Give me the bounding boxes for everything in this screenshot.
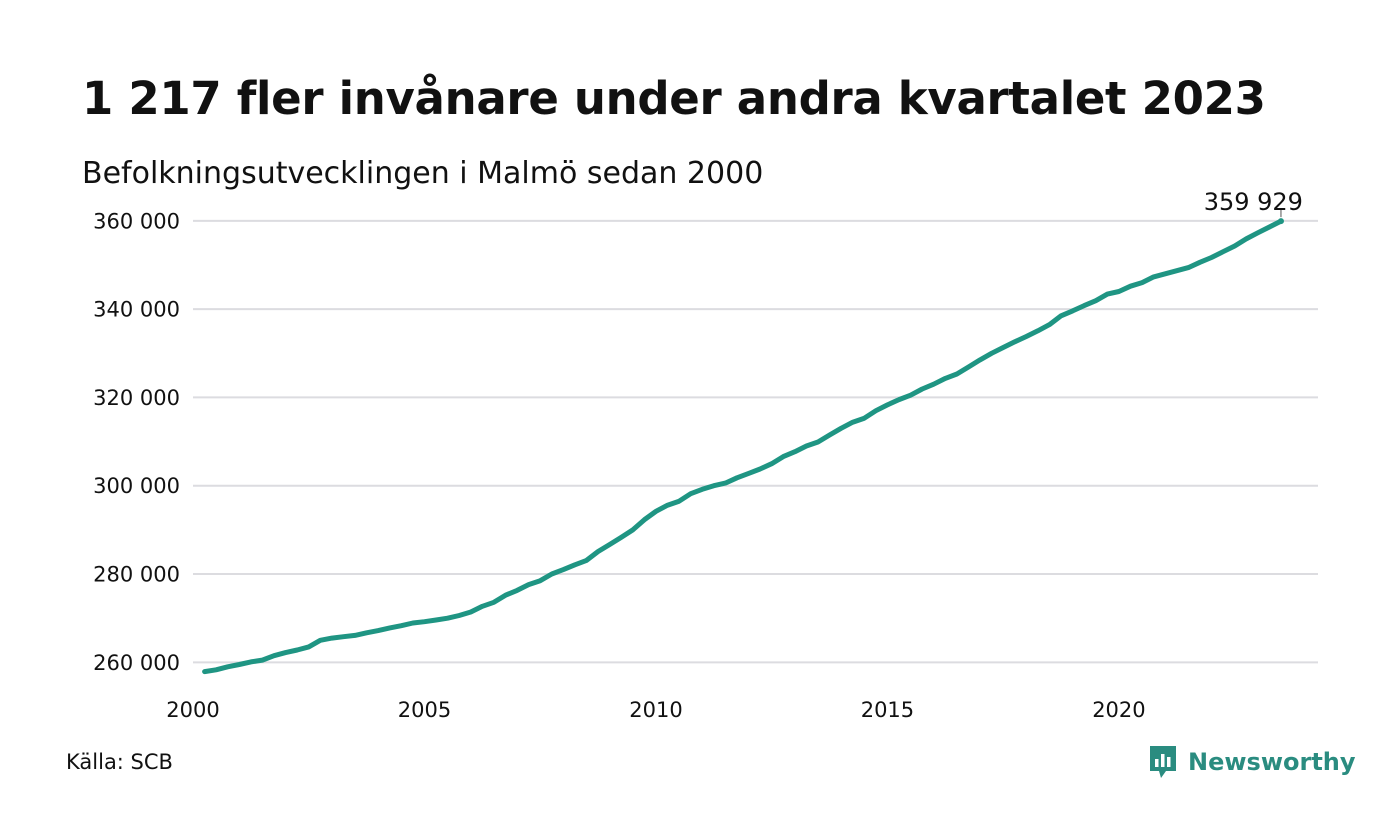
x-tick-label: 2000 xyxy=(166,698,219,722)
chart-subtitle: Befolkningsutvecklingen i Malmö sedan 20… xyxy=(82,156,764,191)
y-axis: 260 000 280 000 300 000 320 000 340 000 360 0… xyxy=(93,209,180,675)
x-tick-label: 2020 xyxy=(1092,698,1145,722)
y-tick-label: 320 000 xyxy=(93,386,180,410)
y-tick-label: 360 000 xyxy=(93,209,180,233)
x-tick-label: 2005 xyxy=(398,698,451,722)
x-tick-label: 2010 xyxy=(629,698,682,722)
y-tick-label: 280 000 xyxy=(93,563,180,587)
end-point xyxy=(1277,218,1284,225)
y-tick-label: 340 000 xyxy=(93,298,180,322)
y-tick-label: 260 000 xyxy=(93,651,180,675)
plot-area: 359 929 xyxy=(202,188,1303,675)
gridlines xyxy=(193,219,1318,664)
x-axis: 2000 2005 2010 2015 2020 xyxy=(166,698,1145,722)
newsworthy-logo-icon xyxy=(1150,746,1176,778)
source-note: Källa: SCB xyxy=(66,750,173,774)
x-tick-label: 2015 xyxy=(861,698,914,722)
brand-name: Newsworthy xyxy=(1188,748,1356,776)
end-value-label: 359 929 xyxy=(1204,188,1303,216)
brand-logo: Newsworthy xyxy=(1148,744,1356,780)
series-line xyxy=(202,218,1284,675)
chart-title: 1 217 fler invånare under andra kvartale… xyxy=(82,72,1266,125)
y-tick-label: 300 000 xyxy=(93,474,180,498)
